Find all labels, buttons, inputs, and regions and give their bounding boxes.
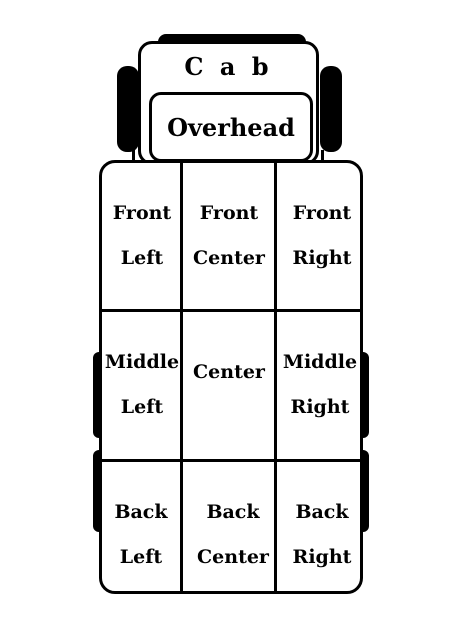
zone-middle-left-line2: Left: [120, 396, 164, 418]
cab-right-axle: [321, 150, 324, 164]
grid-divider-v2: [274, 162, 277, 592]
zone-middle-left-line1: Middle: [104, 351, 180, 373]
zone-front-left-line2: Left: [120, 247, 164, 269]
overhead-label: Overhead: [167, 112, 295, 142]
zone-back-right-line1: Back: [295, 501, 349, 523]
zone-front-left: Front Left: [102, 163, 182, 309]
zone-back-right: Back Right: [277, 462, 367, 608]
zone-back-center: Back Center: [183, 462, 283, 608]
zone-back-center-line1: Back: [206, 501, 260, 523]
cab-right-tire: [320, 66, 342, 152]
zone-back-left: Back Left: [102, 462, 180, 608]
grid-divider-h1: [101, 309, 361, 312]
overhead-compartment: Overhead: [149, 92, 313, 162]
zone-back-center-line2: Center: [197, 546, 269, 568]
grid-divider-h2: [101, 459, 361, 462]
zone-middle-right-line2: Right: [290, 396, 350, 418]
zone-middle-right: Middle Right: [277, 312, 363, 458]
zone-front-center: Front Center: [183, 163, 275, 309]
zone-front-right-line2: Right: [292, 247, 352, 269]
zone-front-left-line1: Front: [112, 202, 172, 224]
zone-middle-right-line1: Middle: [282, 351, 358, 373]
zone-back-left-line1: Back: [114, 501, 168, 523]
zone-front-center-line1: Front: [199, 202, 259, 224]
zone-front-right-line1: Front: [292, 202, 352, 224]
cargo-body: [99, 160, 363, 594]
zone-center: Center: [183, 312, 275, 432]
zone-back-right-line2: Right: [292, 546, 352, 568]
cab-left-axle: [132, 150, 135, 164]
zone-back-left-line2: Left: [119, 546, 163, 568]
zone-front-right: Front Right: [277, 163, 367, 309]
zone-front-center-line2: Center: [193, 247, 265, 269]
zone-center-label: Center: [193, 360, 265, 383]
cab-left-tire: [117, 66, 139, 152]
cab-title: C a b: [184, 52, 273, 81]
zone-middle-left: Middle Left: [102, 312, 182, 458]
grid-divider-v1: [180, 162, 183, 592]
